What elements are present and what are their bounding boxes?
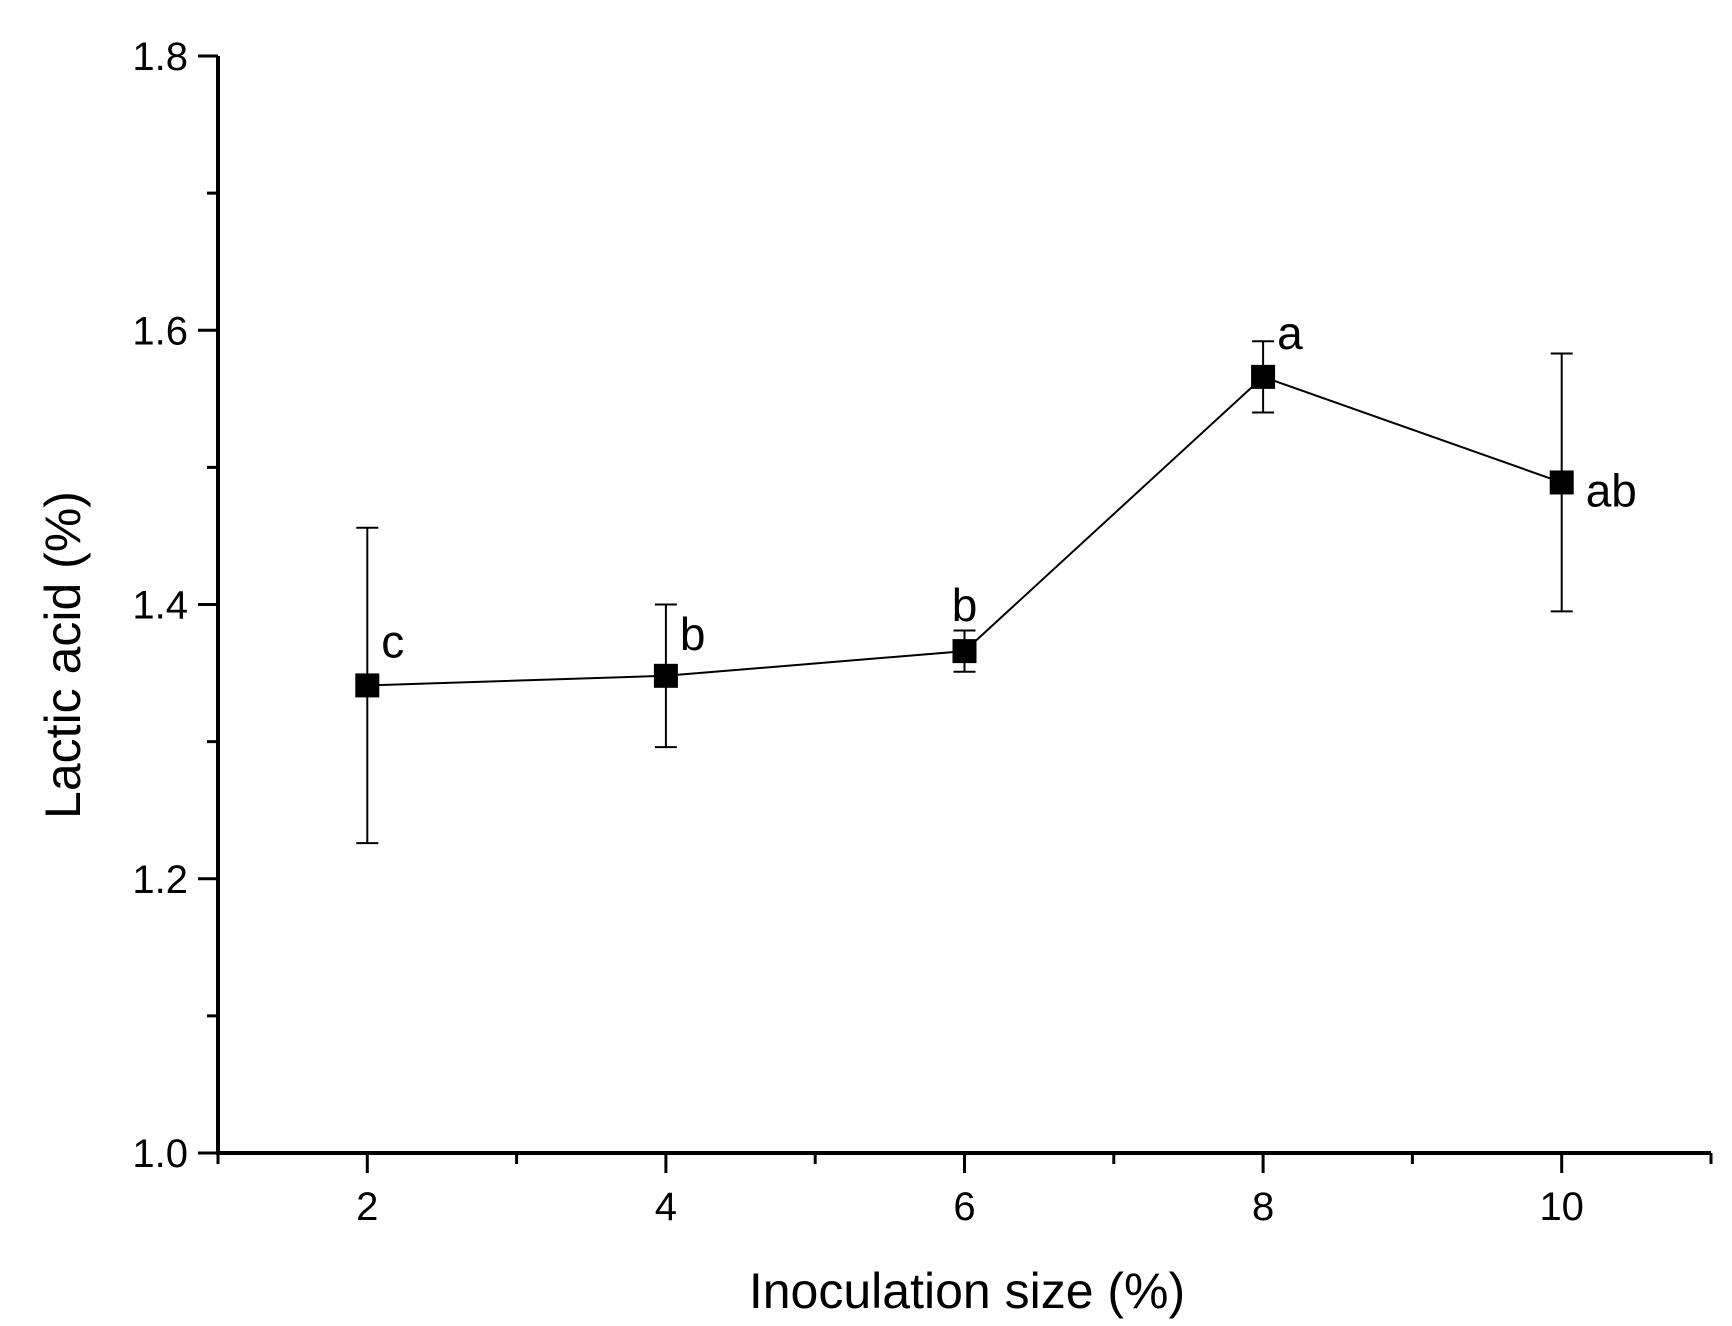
- y-tick-label: 1.4: [132, 584, 188, 628]
- y-tick-label: 1.6: [132, 309, 188, 353]
- y-tick-label: 1.8: [132, 35, 188, 79]
- x-tick-label: 2: [356, 1185, 378, 1229]
- data-point: [1251, 364, 1276, 389]
- plot-area: c b b a ab: [355, 307, 1637, 845]
- data-point: [653, 663, 678, 688]
- y-tick-label: 1.0: [132, 1132, 188, 1176]
- significance-label: ab: [1586, 464, 1637, 516]
- x-tick-label: 8: [1252, 1185, 1274, 1229]
- y-tick-label: 1.2: [132, 858, 188, 902]
- data-point: [355, 673, 380, 698]
- data-point: [1549, 470, 1574, 495]
- x-tick-label: 10: [1539, 1185, 1584, 1229]
- x-axis-title: Inoculation size (%): [749, 1263, 1185, 1319]
- x-tick-label: 4: [655, 1185, 677, 1229]
- x-tick-label: 6: [953, 1185, 975, 1229]
- significance-label: c: [381, 615, 404, 667]
- significance-label: b: [952, 579, 978, 631]
- significance-label: b: [680, 608, 706, 660]
- data-point: [952, 639, 977, 664]
- significance-label: a: [1277, 307, 1303, 359]
- axes: 1.0 1.2 1.4 1.6 1.8 2 4 6 8 10: [132, 35, 1713, 1229]
- y-axis-title: Lactic acid (%): [35, 491, 91, 819]
